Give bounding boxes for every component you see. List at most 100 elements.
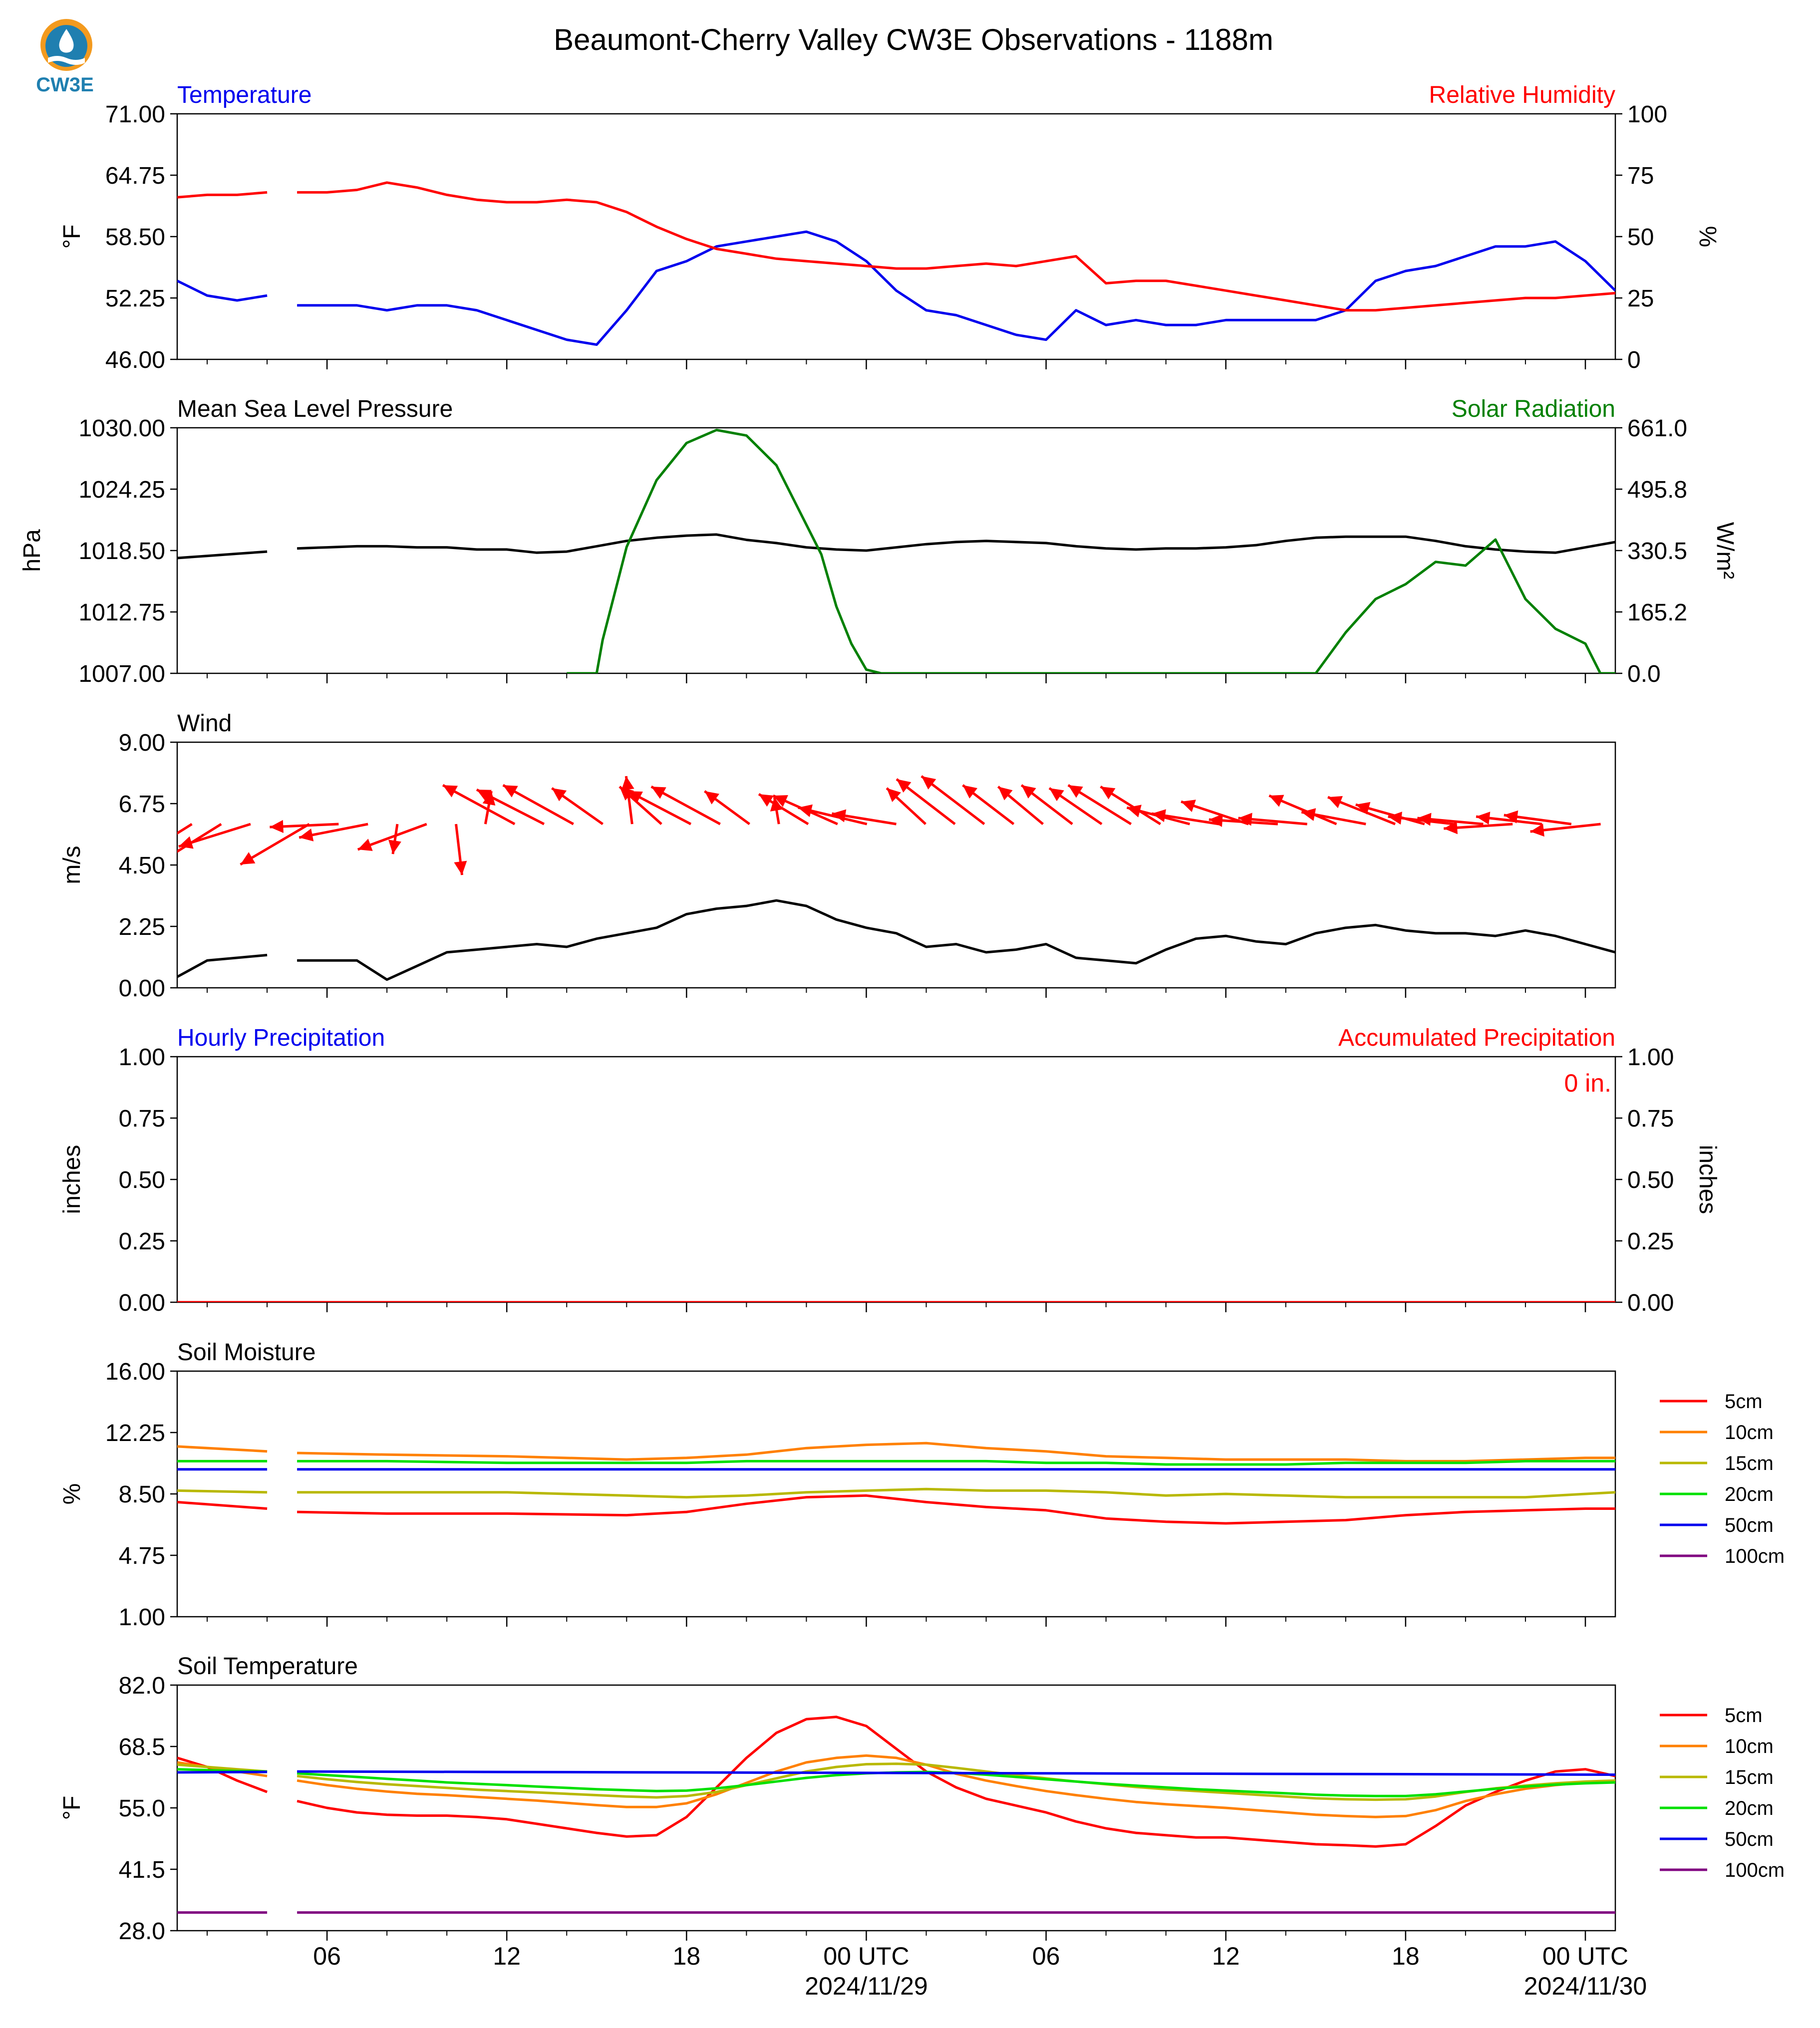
wind-arrow-head xyxy=(759,794,774,807)
y2-tick-label: 661.0 xyxy=(1627,415,1687,442)
legend-label-50cm: 50cm xyxy=(1725,1828,1774,1850)
series-line-10cm-1 xyxy=(177,1442,1615,1462)
y2-tick-label: 0.25 xyxy=(1627,1228,1674,1255)
legend-label-50cm: 50cm xyxy=(1725,1514,1774,1536)
y-tick-label: 0.00 xyxy=(119,975,165,1002)
y-axis-label: inches xyxy=(59,1145,85,1214)
y-tick-label: 52.25 xyxy=(105,286,165,312)
y2-tick-label: 50 xyxy=(1627,224,1654,251)
wind-arrow-head xyxy=(921,776,936,790)
wind-arrow-head xyxy=(357,839,373,851)
panel-title: Soil Moisture xyxy=(177,1339,315,1366)
series-line-5cm-0 xyxy=(177,1494,1615,1525)
y-tick-label: 4.75 xyxy=(119,1543,165,1569)
wind-arrow-head xyxy=(651,787,666,799)
wind-arrow-head xyxy=(1152,809,1166,823)
plot-area xyxy=(177,181,1615,346)
legend-label-10cm: 10cm xyxy=(1725,1422,1774,1444)
wind-arrow-head xyxy=(621,776,634,791)
plot-frame xyxy=(176,1370,1616,1618)
panel-title: Soil Temperature xyxy=(177,1653,358,1680)
y-tick-label: 55.0 xyxy=(119,1795,165,1822)
wind-arrow-head xyxy=(482,791,496,806)
wind-arrow-head xyxy=(1021,785,1036,799)
wind-arrow-head xyxy=(1504,810,1518,824)
y-tick-label: 0.25 xyxy=(119,1228,165,1255)
wind-arrow-head xyxy=(832,809,847,823)
y-tick-label: 12.25 xyxy=(105,1420,165,1447)
series-line-right-1 xyxy=(567,429,1615,673)
wind-arrow-head xyxy=(443,785,458,798)
wind-arrow-head xyxy=(552,788,567,802)
legend: 5cm 10cm 15cm 20cm 50cm 100cm xyxy=(1660,1391,1785,1567)
y-tick-label: 68.5 xyxy=(119,1734,165,1760)
cw3e-logo xyxy=(40,19,92,71)
y-tick-label: 6.75 xyxy=(119,791,165,818)
y-tick-label: 4.50 xyxy=(119,853,165,879)
plot-frame xyxy=(176,1056,1616,1303)
y-tick-label: 1012.75 xyxy=(78,599,165,626)
x-tick-label: 12 xyxy=(1212,1942,1240,1970)
y-tick-label: 1.00 xyxy=(119,1044,165,1071)
x-tick-label: 06 xyxy=(313,1942,341,1970)
y-axis-label: % xyxy=(59,1483,85,1505)
y-tick-label: 2.25 xyxy=(119,914,165,940)
plot-frame xyxy=(176,113,1616,360)
y-tick-label: 1030.00 xyxy=(78,415,165,442)
series-line-main-0 xyxy=(177,899,1615,981)
x-tick-label: 06 xyxy=(1032,1942,1060,1970)
x-date-label: 2024/11/30 xyxy=(1524,1972,1647,2000)
wind-arrow-head xyxy=(962,785,978,799)
wind-arrow-head xyxy=(1328,796,1343,809)
legend: 5cm 10cm 15cm 20cm 50cm 100cm xyxy=(1660,1705,1785,1881)
panel-right-title: Accumulated Precipitation xyxy=(1338,1025,1615,1051)
y2-tick-label: 495.8 xyxy=(1627,477,1687,503)
x-date-label: 2024/11/29 xyxy=(805,1972,928,2000)
legend-label-100cm: 100cm xyxy=(1725,1545,1785,1567)
plot-frame xyxy=(176,741,1616,989)
wind-arrow-head xyxy=(240,852,256,865)
x-tick-label: 18 xyxy=(673,1942,701,1970)
y2-axis-label: inches xyxy=(1694,1145,1721,1214)
y2-tick-label: 0.00 xyxy=(1627,1290,1674,1316)
panel-right-title: Relative Humidity xyxy=(1429,82,1615,108)
wind-arrow-head xyxy=(178,836,194,849)
wind-arrow-head xyxy=(1068,785,1083,798)
panels: Temperature Relative Humidity 46.00 52.25 58… xyxy=(19,82,1785,2000)
legend-label-15cm: 15cm xyxy=(1725,1766,1774,1788)
plot-area xyxy=(177,429,1615,673)
y2-tick-label: 0.50 xyxy=(1627,1167,1674,1193)
legend-label-100cm: 100cm xyxy=(1725,1859,1785,1881)
wind-arrow xyxy=(442,784,516,826)
y2-axis-label: % xyxy=(1694,226,1721,248)
wind-arrow-head xyxy=(1049,788,1064,802)
x-tick-label: 12 xyxy=(493,1942,521,1970)
wind-arrow-head xyxy=(619,787,634,801)
wind-arrow-head xyxy=(1530,824,1544,837)
legend-label-15cm: 15cm xyxy=(1725,1452,1774,1474)
wind-arrow-head xyxy=(1238,813,1252,826)
y2-tick-label: 100 xyxy=(1627,101,1667,128)
legend-label-5cm: 5cm xyxy=(1725,1391,1763,1413)
panel-pressure: Mean Sea Level Pressure Solar Radiation 10… xyxy=(19,396,1738,687)
series-line-left-0 xyxy=(177,533,1615,560)
y2-tick-label: 0.75 xyxy=(1627,1106,1674,1132)
panel-soil_moisture: Soil Moisture 1.00 4.75 8.50 12.25 16.00% 5cm 1… xyxy=(59,1339,1785,1631)
wind-arrow-head xyxy=(1417,813,1432,826)
series-line-5cm-0 xyxy=(177,1716,1615,1848)
wind-arrow-head xyxy=(1209,814,1223,827)
y-tick-label: 28.0 xyxy=(119,1918,165,1945)
wind-arrow-head xyxy=(299,829,314,842)
wind-arrow-head xyxy=(388,840,401,854)
plot-frame xyxy=(176,427,1616,674)
wind-arrow-head xyxy=(1388,812,1402,825)
panel-title: Temperature xyxy=(177,82,311,108)
y2-tick-label: 0 xyxy=(1627,347,1641,373)
y2-tick-label: 1.00 xyxy=(1627,1044,1674,1071)
series-line-15cm-2 xyxy=(177,1762,1615,1801)
y2-tick-label: 165.2 xyxy=(1627,599,1687,626)
wind-arrow xyxy=(177,823,193,835)
wind-arrow-head xyxy=(1476,812,1491,825)
y-axis-label: °F xyxy=(59,225,85,249)
y2-tick-label: 75 xyxy=(1627,163,1654,189)
